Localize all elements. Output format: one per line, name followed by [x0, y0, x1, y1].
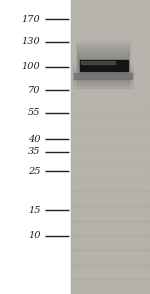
Bar [70, 29, 150, 44]
Bar [70, 44, 150, 59]
FancyBboxPatch shape [77, 45, 130, 86]
Text: 70: 70 [28, 86, 40, 95]
Bar [81, 61, 115, 64]
Text: 25: 25 [28, 167, 40, 176]
Text: 35: 35 [28, 148, 40, 156]
FancyBboxPatch shape [78, 52, 129, 78]
FancyBboxPatch shape [80, 60, 128, 71]
Bar [70, 74, 150, 88]
FancyBboxPatch shape [79, 57, 128, 74]
FancyBboxPatch shape [78, 47, 129, 83]
Bar [70, 147, 150, 162]
Bar [73, 69, 132, 83]
Bar [73, 66, 133, 85]
Bar [70, 103, 150, 118]
Bar [70, 220, 150, 235]
Text: 130: 130 [22, 37, 40, 46]
Bar [70, 88, 150, 103]
Text: 170: 170 [22, 15, 40, 24]
Bar [70, 235, 150, 250]
Bar [70, 250, 150, 265]
Bar [70, 191, 150, 206]
Bar [70, 162, 150, 176]
Bar [70, 132, 150, 147]
Text: 55: 55 [28, 108, 40, 117]
Text: 100: 100 [22, 62, 40, 71]
Bar [70, 15, 150, 29]
Bar [80, 60, 128, 71]
Text: 10: 10 [28, 231, 40, 240]
Bar [70, 118, 150, 132]
Bar [73, 71, 132, 81]
Bar [70, 0, 150, 15]
Text: 40: 40 [28, 135, 40, 143]
Bar [70, 176, 150, 191]
Text: 15: 15 [28, 206, 40, 215]
Bar [70, 265, 150, 279]
Bar [0, 0, 70, 294]
Bar [73, 64, 133, 88]
Bar [70, 59, 150, 74]
Bar [70, 0, 150, 294]
FancyBboxPatch shape [79, 55, 128, 76]
FancyBboxPatch shape [77, 42, 130, 88]
FancyBboxPatch shape [78, 50, 129, 81]
Bar [70, 279, 150, 294]
Bar [70, 206, 150, 220]
Bar [74, 73, 132, 79]
Bar [74, 73, 132, 79]
